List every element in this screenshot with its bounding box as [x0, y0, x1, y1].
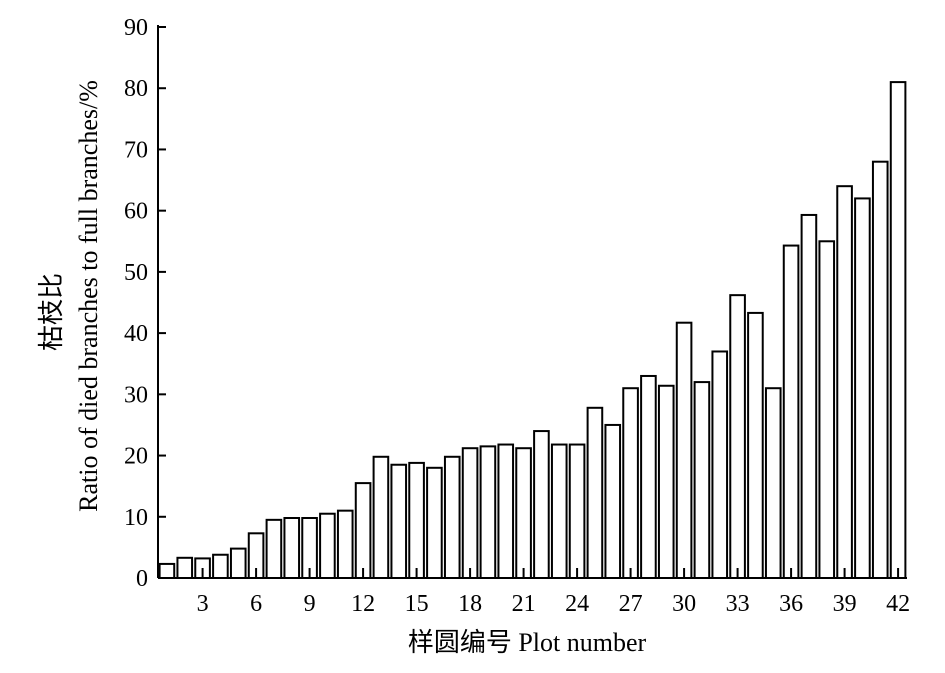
bar-plot-11	[336, 509, 354, 579]
bar-plot-37	[800, 213, 818, 579]
y-tick-label: 90	[124, 15, 148, 41]
bar-plot-8	[283, 517, 301, 579]
bar-plot-19	[479, 445, 497, 579]
y-ticks-group: 0 10 20 30 40 50 60 70 80 90	[124, 15, 166, 592]
bar-plot-21	[515, 447, 532, 579]
y-tick-label: 0	[136, 566, 148, 592]
bar-plot-4	[212, 553, 229, 579]
bar-plot-17	[443, 455, 461, 579]
x-axis-title: 样圆编号 Plot number	[408, 628, 647, 657]
x-tick-label: 15	[405, 591, 429, 617]
y-axis-title-cn: 枯枝比	[37, 273, 66, 351]
x-tick-label: 36	[779, 591, 803, 617]
y-tick-label: 60	[124, 199, 148, 225]
bar-plot-22	[533, 430, 550, 579]
bar-plot-32	[711, 350, 729, 580]
bar-plot-36	[782, 244, 800, 579]
x-tick-label: 12	[351, 591, 375, 617]
bar-plot-26	[604, 423, 622, 579]
x-tick-label: 24	[565, 591, 589, 617]
bar-plot-20	[497, 443, 515, 580]
y-axis-title-en: Ratio of died branches to full branches/…	[74, 80, 103, 512]
y-tick-label: 40	[124, 321, 148, 347]
bar-plot-34	[747, 311, 764, 579]
bar-plot-2	[176, 556, 194, 579]
y-tick-label: 80	[124, 76, 148, 102]
y-tick-label: 70	[124, 137, 148, 163]
bar-plot-14	[390, 463, 408, 579]
bars-group	[158, 81, 907, 580]
bar-plot-28	[640, 374, 657, 579]
x-tick-label: 6	[250, 591, 262, 617]
bar-plot-41	[871, 160, 889, 579]
x-tick-label: 33	[726, 591, 750, 617]
bar-plot-39	[836, 185, 853, 579]
bar-plot-5	[229, 547, 247, 579]
y-tick-label: 20	[124, 444, 148, 470]
bar-plot-23	[550, 443, 568, 580]
bar-plot-10	[319, 512, 336, 579]
x-tick-label: 42	[886, 591, 910, 617]
bar-plot-40	[854, 197, 871, 579]
x-tick-label: 30	[672, 591, 696, 617]
bar-plot-38	[818, 240, 836, 579]
x-tick-label: 39	[833, 591, 857, 617]
x-ticks-group: 3 6 9 12 15 18 21 24 27 30 33 36 39 42	[197, 568, 910, 617]
y-tick-label: 30	[124, 382, 148, 408]
bar-plot-13	[372, 455, 390, 579]
x-tick-label: 9	[304, 591, 316, 617]
bar-plot-29	[657, 384, 675, 580]
x-tick-label: 18	[458, 591, 482, 617]
bar-plot-7	[265, 518, 283, 580]
bar-plot-42	[889, 81, 907, 579]
bar-plot-30	[675, 321, 693, 580]
bar-plot-27	[622, 387, 639, 579]
bar-plot-31	[693, 381, 711, 579]
bar-plot-35	[764, 387, 782, 579]
bar-plot-24	[568, 443, 586, 580]
bar-plot-25	[586, 406, 604, 579]
x-tick-label: 3	[197, 591, 209, 617]
bar-plot-15	[408, 461, 425, 579]
y-tick-label: 50	[124, 260, 148, 286]
x-tick-label: 27	[619, 591, 643, 617]
y-tick-label: 10	[124, 505, 148, 531]
bar-plot-12	[354, 482, 372, 579]
bar-plot-1	[158, 562, 176, 579]
x-tick-label: 21	[512, 591, 536, 617]
bar-plot-33	[729, 294, 746, 579]
bar-plot-16	[426, 466, 443, 579]
axes-group	[157, 25, 907, 579]
bar-plot-18	[461, 447, 479, 579]
